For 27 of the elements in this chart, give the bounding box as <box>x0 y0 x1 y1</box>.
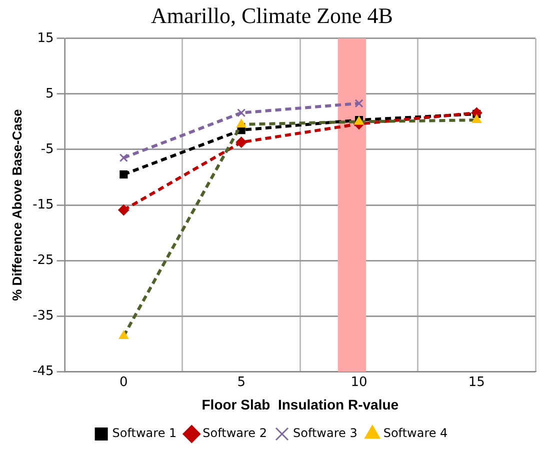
point <box>354 99 364 108</box>
point <box>120 170 128 178</box>
x-tick-label: 10 <box>350 374 368 390</box>
point <box>236 136 247 148</box>
x-tick-label: 5 <box>237 374 246 390</box>
x-tick-label: 15 <box>468 374 485 390</box>
point <box>472 114 482 124</box>
x-tick-label: 0 <box>120 374 128 390</box>
y-tick-label: 5 <box>46 86 54 102</box>
point <box>236 118 246 128</box>
y-tick-label: -45 <box>32 364 54 379</box>
point <box>237 108 246 118</box>
point <box>118 204 130 216</box>
legend-label: Software 2 <box>202 426 268 440</box>
legend-label: Software 4 <box>383 426 448 440</box>
y-tick-label: -25 <box>32 252 54 268</box>
y-tick-label: -35 <box>32 308 54 324</box>
legend-label: Software 1 <box>112 426 177 440</box>
point <box>119 154 128 162</box>
chart-title: Amarillo, Climate Zone 4B <box>151 2 393 28</box>
y-axis-title: % Difference Above Base-Case <box>9 109 24 301</box>
x-axis-title: Floor Slab Insulation R-value <box>202 396 399 412</box>
legend-label: Software 3 <box>293 426 358 440</box>
y-tick-label: -5 <box>40 142 54 157</box>
point <box>118 330 128 340</box>
y-tick-label: 15 <box>37 30 54 46</box>
y-tick-label: -15 <box>32 197 54 212</box>
